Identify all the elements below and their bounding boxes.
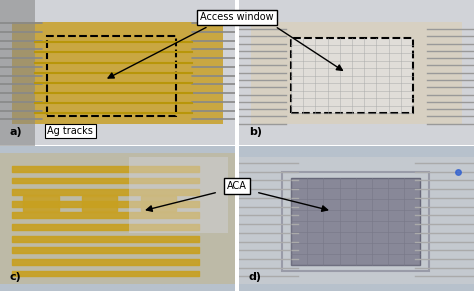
Text: c): c)	[9, 272, 21, 282]
Polygon shape	[239, 157, 474, 284]
Bar	[129, 157, 228, 233]
Text: b): b)	[249, 127, 262, 137]
Text: Access window: Access window	[200, 13, 274, 22]
Polygon shape	[251, 22, 462, 124]
Bar	[47, 36, 176, 116]
Polygon shape	[0, 153, 235, 284]
Bar	[291, 38, 413, 113]
Polygon shape	[12, 22, 223, 124]
Polygon shape	[0, 0, 35, 146]
Bar	[291, 178, 420, 265]
Bar	[282, 172, 429, 271]
Text: ACA: ACA	[227, 181, 247, 191]
Text: Ag tracks: Ag tracks	[47, 126, 93, 136]
Text: a): a)	[9, 127, 22, 137]
Bar	[291, 38, 413, 113]
Text: d): d)	[249, 272, 262, 282]
